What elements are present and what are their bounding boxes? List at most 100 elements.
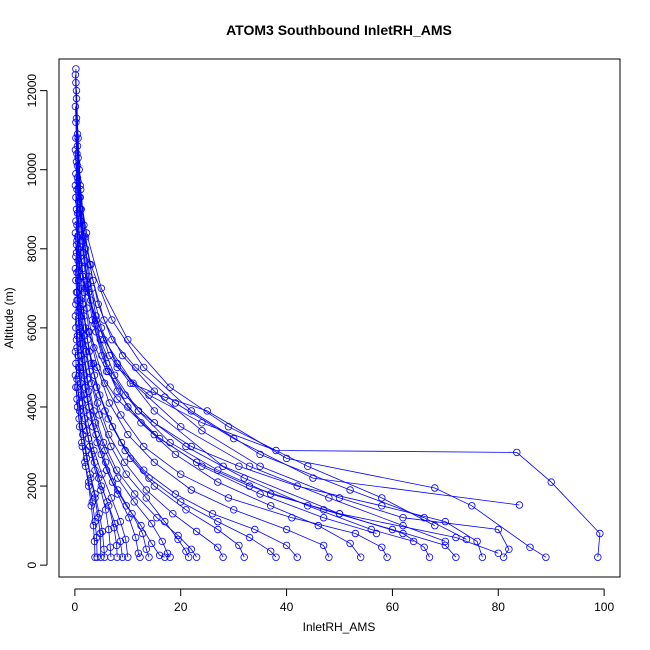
y-axis-label: Altitude (m): [2, 287, 16, 348]
data-point: [357, 553, 365, 561]
data-point: [97, 482, 105, 490]
data-point: [111, 519, 119, 528]
data-point: [72, 65, 80, 73]
data-point: [90, 458, 99, 466]
data-point: [94, 300, 102, 308]
data-point: [73, 332, 82, 340]
data-point: [84, 482, 93, 490]
data-point: [409, 537, 418, 546]
data-point: [72, 336, 81, 344]
data-point: [452, 553, 460, 561]
x-tick-label: 40: [280, 600, 294, 614]
series-line: [75, 387, 96, 558]
data-point: [113, 395, 121, 403]
data-point: [74, 276, 83, 285]
data-point: [130, 490, 139, 498]
data-point: [93, 438, 101, 447]
data-point: [441, 537, 449, 546]
data-point: [203, 407, 211, 415]
data-point: [367, 525, 375, 534]
data-point: [79, 391, 87, 399]
series-line: [76, 90, 510, 558]
data-point: [219, 553, 227, 561]
data-point: [96, 529, 104, 538]
series-22: [72, 324, 121, 561]
data-point: [71, 102, 80, 111]
x-tick-label: 100: [594, 600, 614, 614]
series-30: [74, 296, 418, 546]
data-point: [91, 553, 99, 561]
data-point: [245, 533, 254, 542]
data-point: [547, 478, 555, 486]
data-point: [335, 510, 344, 518]
data-point: [150, 407, 158, 415]
data-point: [85, 442, 94, 451]
data-point: [282, 541, 291, 550]
data-point: [351, 529, 360, 538]
data-point: [72, 205, 81, 213]
data-point: [256, 450, 264, 459]
data-point: [542, 553, 550, 561]
data-point: [468, 502, 476, 510]
series-line: [77, 300, 414, 542]
data-point: [71, 229, 80, 237]
data-point: [378, 494, 386, 502]
x-tick-label: 80: [492, 600, 506, 614]
series-0: [72, 65, 604, 561]
data-point: [235, 462, 243, 470]
data-point: [163, 549, 172, 557]
data-point: [596, 529, 604, 538]
series-line: [76, 161, 362, 558]
data-point: [78, 438, 86, 447]
y-tick-label: 8000: [25, 235, 39, 262]
data-point: [72, 158, 81, 166]
data-point: [293, 482, 301, 490]
data-point: [78, 442, 86, 451]
data-point: [72, 324, 80, 332]
x-tick-label: 20: [174, 600, 188, 614]
data-point: [93, 553, 101, 561]
data-point: [121, 446, 129, 455]
data-point: [171, 450, 180, 459]
data-point: [74, 245, 83, 253]
data-point: [383, 553, 391, 561]
data-point: [93, 399, 102, 407]
data-point: [108, 336, 116, 344]
data-point: [72, 253, 80, 261]
data-point: [325, 553, 333, 561]
data-point: [174, 535, 182, 544]
data-layer: [71, 65, 604, 561]
data-point: [72, 359, 80, 368]
data-point: [161, 517, 169, 526]
series-line: [75, 363, 102, 558]
data-point: [90, 537, 99, 546]
data-point: [72, 276, 80, 285]
y-axis: 0 2000 4000 6000 8000 10000 12000: [25, 74, 48, 568]
data-point: [145, 553, 153, 561]
data-point: [87, 379, 95, 387]
series-line: [78, 213, 467, 540]
data-point: [515, 501, 524, 509]
data-point: [399, 521, 407, 530]
data-point: [89, 521, 98, 530]
data-point: [108, 316, 116, 324]
data-point: [150, 482, 158, 490]
data-point: [74, 296, 82, 304]
data-point: [319, 541, 328, 550]
series-14: [71, 229, 201, 561]
data-point: [74, 197, 83, 206]
data-point: [171, 490, 180, 498]
series-27: [72, 383, 99, 561]
data-point: [187, 407, 195, 415]
series-29: [73, 237, 449, 546]
series-line: [75, 82, 520, 506]
data-point: [72, 193, 80, 202]
x-tick-label: 0: [72, 600, 79, 614]
x-tick-label: 60: [386, 600, 400, 614]
data-point: [187, 486, 195, 494]
data-point: [71, 347, 80, 356]
data-point: [158, 537, 166, 546]
data-point: [198, 462, 206, 470]
data-point: [214, 478, 222, 486]
